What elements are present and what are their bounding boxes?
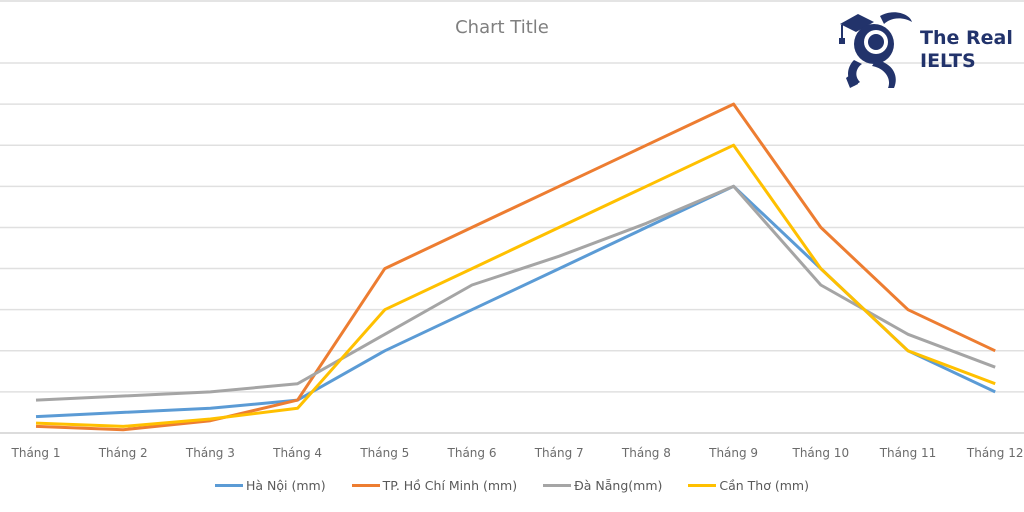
legend-swatch-icon — [543, 484, 572, 487]
x-axis-label: Tháng 2 — [98, 446, 148, 460]
legend-item: Cần Thơ (mm) — [688, 478, 809, 493]
logo-text: The Real IELTS — [920, 27, 1013, 73]
top-border — [0, 0, 1024, 2]
legend-label: Cần Thơ (mm) — [719, 478, 809, 493]
x-axis-label: Tháng 7 — [534, 446, 584, 460]
legend-swatch-icon — [215, 484, 244, 487]
x-axis-label: Tháng 4 — [272, 446, 322, 460]
x-axis-label: Tháng 3 — [185, 446, 235, 460]
x-axis-label: Tháng 5 — [359, 446, 409, 460]
x-axis-label: Tháng 9 — [708, 446, 758, 460]
x-axis-label: Tháng 6 — [447, 446, 497, 460]
chart-legend: Hà Nội (mm) TP. Hồ Chí Minh (mm) Đà Nẵng(m… — [0, 478, 1024, 493]
legend-item: Hà Nội (mm) — [215, 478, 326, 493]
gridlines — [0, 62, 1024, 434]
x-axis-label: Tháng 8 — [621, 446, 671, 460]
series-lines — [35, 102, 996, 432]
legend-swatch-icon — [351, 484, 380, 487]
logo-line2: IELTS — [920, 50, 976, 72]
x-axis-label: Tháng 1 — [11, 446, 61, 460]
series-line — [35, 102, 996, 432]
legend-item: TP. Hồ Chí Minh (mm) — [351, 478, 518, 493]
series-line — [35, 143, 996, 428]
series-line — [35, 184, 996, 402]
x-axis-label: Tháng 11 — [879, 446, 937, 460]
x-axis-label: Tháng 12 — [966, 446, 1024, 460]
legend-label: Đà Nẵng(mm) — [574, 478, 663, 493]
x-axis-labels: Tháng 1 Tháng 2 Tháng 3 Tháng 4 Tháng 5 Tháng… — [11, 446, 1024, 460]
legend-item: Đà Nẵng(mm) — [543, 478, 662, 493]
chart-title: Chart Title — [455, 17, 549, 38]
x-axis-label: Tháng 10 — [791, 446, 849, 460]
legend-swatch-icon — [688, 484, 717, 487]
legend-label: TP. Hồ Chí Minh (mm) — [382, 478, 518, 493]
owl-graduate-icon — [839, 12, 912, 88]
logo-line1: The Real — [920, 27, 1013, 49]
legend-label: Hà Nội (mm) — [246, 478, 326, 493]
the-real-ielts-logo: The Real IELTS — [836, 8, 1024, 92]
